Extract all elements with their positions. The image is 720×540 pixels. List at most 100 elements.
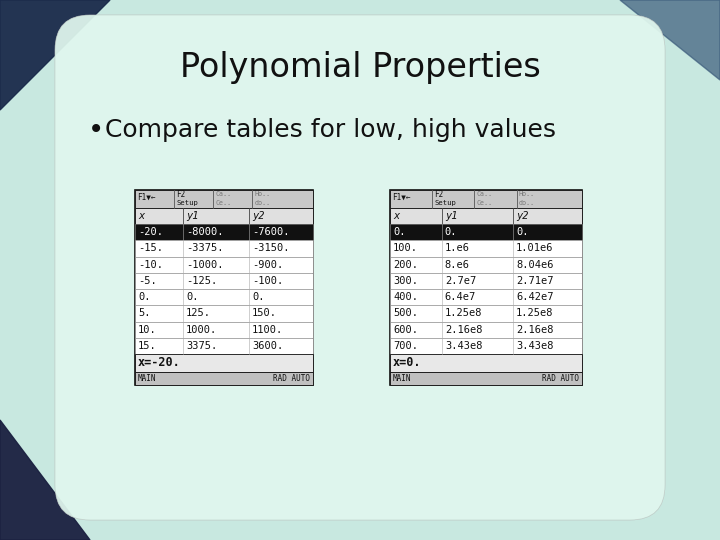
Text: x: x [138, 211, 144, 221]
Text: 8.04e6: 8.04e6 [516, 260, 554, 269]
Text: y2: y2 [252, 211, 264, 221]
Text: 3.43e8: 3.43e8 [445, 341, 482, 351]
Text: 3600.: 3600. [252, 341, 283, 351]
Bar [135, 256, 313, 273]
Polygon shape [0, 0, 110, 110]
Text: Setup: Setup [176, 200, 198, 206]
Text: 15.: 15. [138, 341, 157, 351]
Text: 0.: 0. [393, 227, 405, 237]
Text: RAD AUTO: RAD AUTO [542, 374, 579, 383]
Text: 200.: 200. [393, 260, 418, 269]
Text: 1000.: 1000. [186, 325, 217, 335]
Text: 100.: 100. [393, 244, 418, 253]
Bar [390, 321, 582, 338]
Text: y1: y1 [445, 211, 457, 221]
Text: Ce..: Ce.. [215, 200, 231, 206]
Text: x: x [393, 211, 400, 221]
Bar [390, 372, 582, 385]
Text: 125.: 125. [186, 308, 211, 319]
Text: Polynomial Properties: Polynomial Properties [179, 51, 541, 84]
Text: do..: do.. [518, 200, 535, 206]
Text: Ca..: Ca.. [477, 192, 492, 198]
Text: Ca..: Ca.. [215, 192, 231, 198]
Text: Compare tables for low, high values: Compare tables for low, high values [105, 118, 556, 142]
Text: 1.01e6: 1.01e6 [516, 244, 554, 253]
Text: 2.7e7: 2.7e7 [445, 276, 476, 286]
Bar [390, 224, 582, 240]
Text: -5.: -5. [138, 276, 157, 286]
Text: MAIN: MAIN [138, 374, 156, 383]
Text: -15.: -15. [138, 244, 163, 253]
Text: -7600.: -7600. [252, 227, 289, 237]
Text: 1.25e8: 1.25e8 [516, 308, 554, 319]
Text: 2.71e7: 2.71e7 [516, 276, 554, 286]
Text: 0.: 0. [138, 292, 150, 302]
Text: F1▼←: F1▼← [137, 192, 156, 201]
Bar [135, 208, 313, 224]
Text: 8.e6: 8.e6 [445, 260, 470, 269]
Text: x=-20.: x=-20. [138, 356, 181, 369]
Text: -8000.: -8000. [186, 227, 223, 237]
Text: 700.: 700. [393, 341, 418, 351]
Text: -900.: -900. [252, 260, 283, 269]
Text: -1000.: -1000. [186, 260, 223, 269]
Text: •: • [88, 116, 104, 144]
Text: F2: F2 [176, 190, 186, 199]
Bar [390, 305, 582, 321]
Bar [135, 321, 313, 338]
Text: 2.16e8: 2.16e8 [516, 325, 554, 335]
Bar [135, 338, 313, 354]
Text: MAIN: MAIN [393, 374, 412, 383]
Text: 300.: 300. [393, 276, 418, 286]
FancyBboxPatch shape [55, 15, 665, 520]
Bar [390, 289, 582, 305]
Text: 3.43e8: 3.43e8 [516, 341, 554, 351]
Bar [135, 289, 313, 305]
Text: RAD AUTO: RAD AUTO [273, 374, 310, 383]
Text: F1▼←: F1▼← [392, 192, 410, 201]
Text: Ho..: Ho.. [518, 192, 535, 198]
Text: F2: F2 [434, 190, 444, 199]
Text: 1.25e8: 1.25e8 [445, 308, 482, 319]
Text: do..: do.. [254, 200, 271, 206]
Bar [135, 354, 313, 372]
Bar [390, 338, 582, 354]
Text: 2.16e8: 2.16e8 [445, 325, 482, 335]
Polygon shape [0, 420, 90, 540]
Text: -20.: -20. [138, 227, 163, 237]
Bar [390, 190, 582, 385]
Polygon shape [620, 0, 720, 80]
Text: 1.e6: 1.e6 [445, 244, 470, 253]
Bar [135, 224, 313, 240]
Bar [390, 273, 582, 289]
Text: 150.: 150. [252, 308, 277, 319]
Bar [390, 208, 582, 224]
Text: 600.: 600. [393, 325, 418, 335]
Text: -3375.: -3375. [186, 244, 223, 253]
Text: -10.: -10. [138, 260, 163, 269]
Bar [135, 305, 313, 321]
Text: 0.: 0. [445, 227, 457, 237]
Bar [135, 273, 313, 289]
Bar [135, 240, 313, 256]
Bar [390, 190, 582, 208]
Bar [135, 372, 313, 385]
FancyBboxPatch shape [55, 15, 665, 520]
Text: 1100.: 1100. [252, 325, 283, 335]
Text: 0.: 0. [186, 292, 199, 302]
Text: 6.42e7: 6.42e7 [516, 292, 554, 302]
Text: Ce..: Ce.. [477, 200, 492, 206]
Bar [135, 190, 313, 208]
Bar [390, 240, 582, 256]
Text: -3150.: -3150. [252, 244, 289, 253]
Text: 400.: 400. [393, 292, 418, 302]
Text: -125.: -125. [186, 276, 217, 286]
Text: 5.: 5. [138, 308, 150, 319]
Text: Ho..: Ho.. [254, 192, 271, 198]
Text: 10.: 10. [138, 325, 157, 335]
Bar [390, 256, 582, 273]
Text: y1: y1 [186, 211, 199, 221]
Text: -100.: -100. [252, 276, 283, 286]
Text: y2: y2 [516, 211, 528, 221]
Bar [390, 354, 582, 372]
